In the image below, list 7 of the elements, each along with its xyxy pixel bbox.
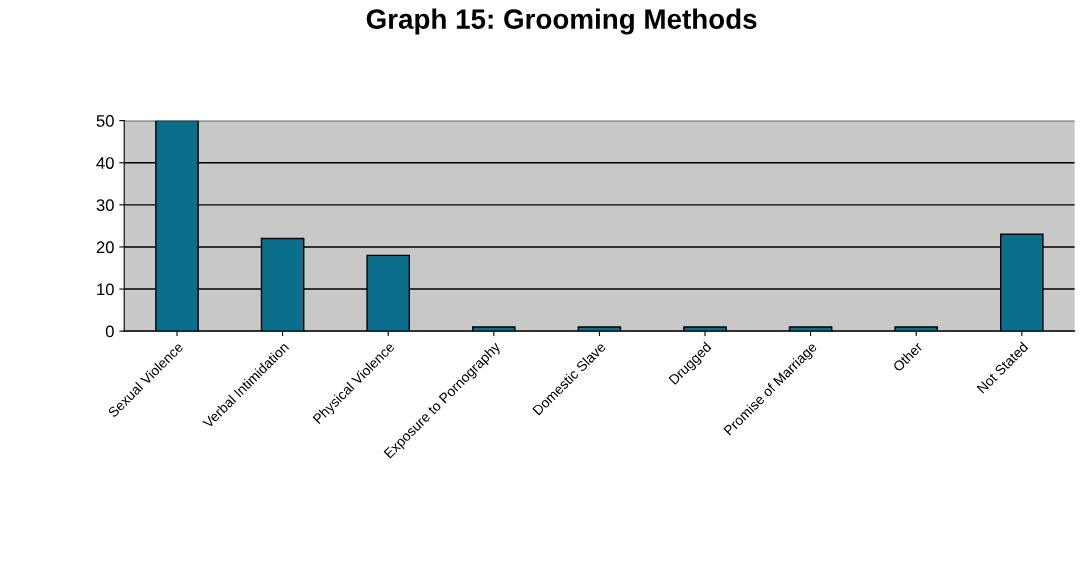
y-tick-label: 40 xyxy=(96,157,114,169)
y-tick-label: 30 xyxy=(96,199,114,212)
y-tick-label: 0 xyxy=(105,325,114,338)
y-tick-label: 50 xyxy=(96,115,114,127)
y-tick-label: 20 xyxy=(96,241,114,254)
y-tick-label: 10 xyxy=(97,283,114,296)
chart-title: Graph 15: Grooming Methods xyxy=(366,8,757,35)
